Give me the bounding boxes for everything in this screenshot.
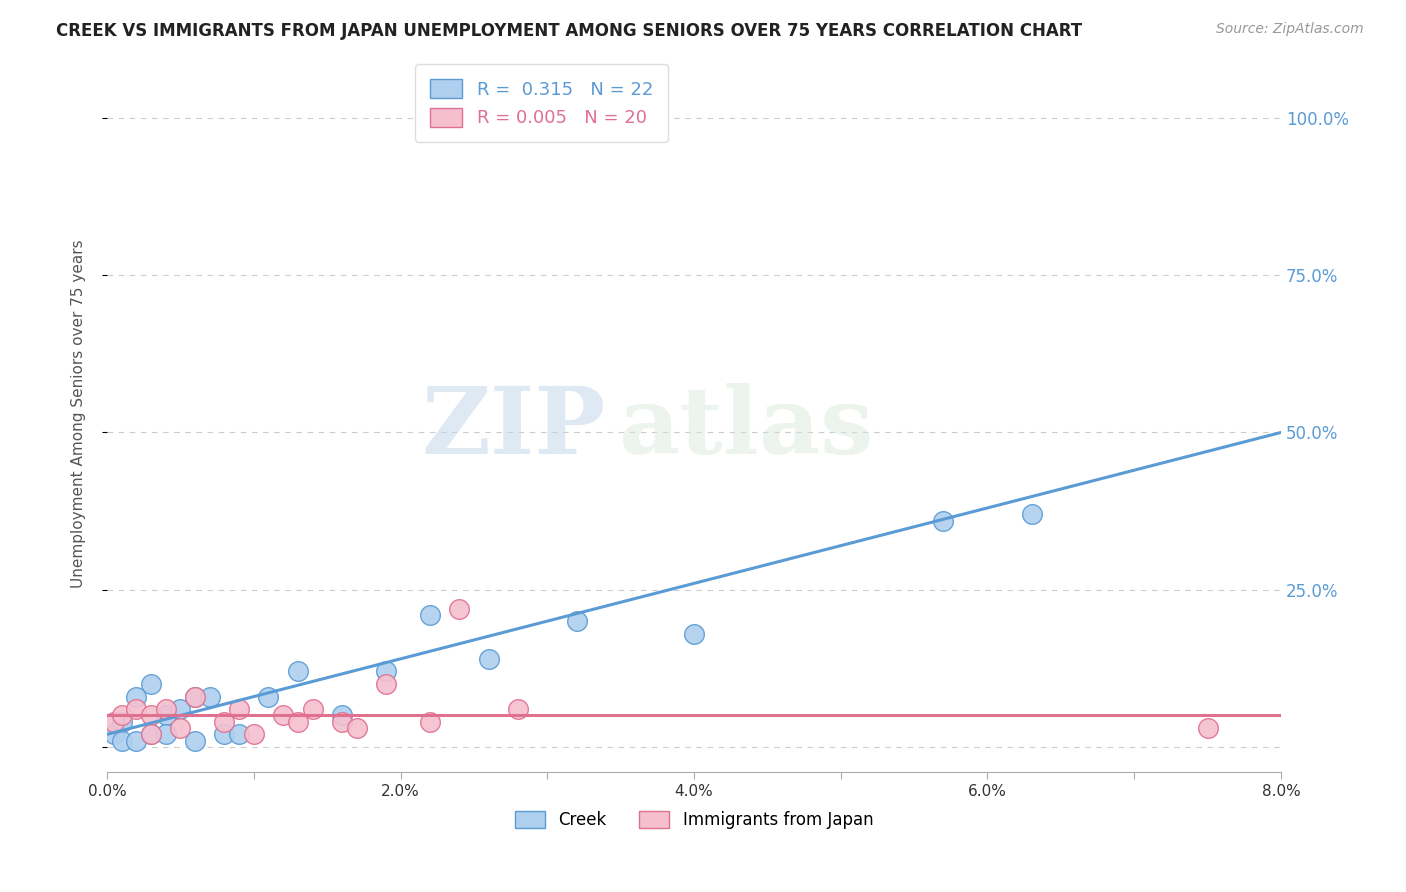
Point [374,677,396,691]
Point [683,626,706,640]
Point [271,708,294,723]
Point [932,514,955,528]
Point [214,727,236,741]
Point [449,601,471,615]
Point [169,721,191,735]
Point [214,714,236,729]
Point [103,727,125,741]
Point [419,607,441,622]
Point [184,690,207,704]
Point [419,714,441,729]
Point [155,727,177,741]
Point [228,727,250,741]
Text: ZIP: ZIP [422,383,606,473]
Point [139,727,162,741]
Text: Source: ZipAtlas.com: Source: ZipAtlas.com [1216,22,1364,37]
Point [103,714,125,729]
Point [478,652,501,666]
Point [228,702,250,716]
Point [243,727,266,741]
Point [1197,721,1219,735]
Point [184,733,207,747]
Point [595,123,617,137]
Point [346,721,368,735]
Point [125,733,148,747]
Point [139,708,162,723]
Point [111,708,134,723]
Point [184,690,207,704]
Point [198,690,221,704]
Point [506,702,529,716]
Point [139,677,162,691]
Point [111,714,134,729]
Text: CREEK VS IMMIGRANTS FROM JAPAN UNEMPLOYMENT AMONG SENIORS OVER 75 YEARS CORRELAT: CREEK VS IMMIGRANTS FROM JAPAN UNEMPLOYM… [56,22,1083,40]
Point [374,665,396,679]
Point [125,690,148,704]
Point [287,714,309,729]
Point [257,690,280,704]
Point [287,665,309,679]
Text: atlas: atlas [617,383,873,473]
Point [330,708,353,723]
Point [111,733,134,747]
Point [155,708,177,723]
Point [125,702,148,716]
Point [330,714,353,729]
Legend: Creek, Immigrants from Japan: Creek, Immigrants from Japan [508,804,880,836]
Y-axis label: Unemployment Among Seniors over 75 years: Unemployment Among Seniors over 75 years [72,239,86,588]
Point [1021,507,1043,521]
Point [565,614,588,628]
Point [139,727,162,741]
Point [301,702,323,716]
Point [169,702,191,716]
Point [155,702,177,716]
